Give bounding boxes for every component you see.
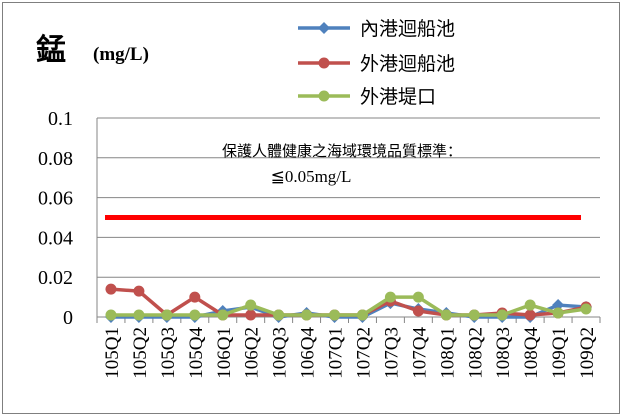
legend-marker: [318, 90, 330, 102]
legend-label: 外港堤口: [360, 86, 436, 108]
chart-frame: [2, 2, 620, 414]
x-tick-label: 105Q4: [186, 327, 207, 379]
chart-title: 錳: [36, 33, 66, 68]
y-tick-label: 0.06: [38, 188, 73, 210]
x-tick-label: 106Q2: [242, 327, 263, 379]
x-tick-label: 106Q1: [214, 327, 235, 379]
data-point: [133, 309, 145, 321]
x-tick-label: 108Q2: [465, 327, 486, 379]
y-tick-label: 0: [63, 307, 73, 329]
y-tick-label: 0.08: [38, 148, 73, 170]
data-point: [301, 309, 313, 321]
data-point: [245, 299, 257, 311]
data-point: [524, 309, 536, 321]
x-tick-label: 106Q3: [270, 327, 291, 379]
x-tick-label: 107Q2: [353, 327, 374, 379]
x-tick-label: 105Q1: [102, 327, 123, 379]
data-point: [189, 309, 201, 321]
data-point: [552, 307, 564, 319]
legend-label: 外港迴船池: [360, 53, 455, 75]
data-point: [133, 285, 145, 297]
standard-label-line2: ≦0.05mg/L: [271, 167, 352, 186]
x-tick-label: 105Q3: [158, 327, 179, 379]
x-tick-label: 108Q4: [521, 327, 542, 379]
x-tick-label: 107Q3: [381, 327, 402, 379]
x-tick-label: 106Q4: [298, 327, 319, 379]
data-point: [524, 299, 536, 311]
x-tick-label: 107Q4: [409, 327, 430, 379]
standard-label-line1: 保護人體健康之海域環境品質標準：: [222, 142, 462, 160]
x-tick-label: 108Q1: [437, 327, 458, 379]
data-point: [468, 309, 480, 321]
data-point: [105, 309, 117, 321]
data-point: [384, 291, 396, 303]
data-point: [329, 309, 341, 321]
data-point: [273, 309, 285, 321]
data-point: [412, 305, 424, 317]
chart-title-unit: (mg/L): [93, 44, 149, 65]
data-point: [161, 309, 173, 321]
legend-label: 內港迴船池: [360, 18, 455, 40]
legend-marker: [318, 22, 330, 34]
legend-marker: [318, 57, 330, 69]
data-point: [552, 299, 565, 312]
data-point: [440, 309, 452, 321]
x-tick-label: 109Q1: [549, 327, 570, 379]
x-tick-label: 107Q1: [326, 327, 347, 379]
data-point: [245, 309, 257, 321]
data-point: [105, 283, 117, 295]
x-tick-label: 108Q3: [493, 327, 514, 379]
x-tick-label: 105Q2: [130, 327, 151, 379]
data-point: [412, 291, 424, 303]
data-point: [496, 309, 508, 321]
data-point: [217, 309, 229, 321]
y-tick-label: 0.04: [38, 227, 73, 249]
y-tick-label: 0.1: [48, 108, 73, 130]
y-tick-label: 0.02: [38, 267, 73, 289]
data-point: [356, 309, 368, 321]
data-point: [189, 291, 201, 303]
data-point: [580, 303, 592, 315]
x-tick-label: 109Q2: [577, 327, 598, 379]
